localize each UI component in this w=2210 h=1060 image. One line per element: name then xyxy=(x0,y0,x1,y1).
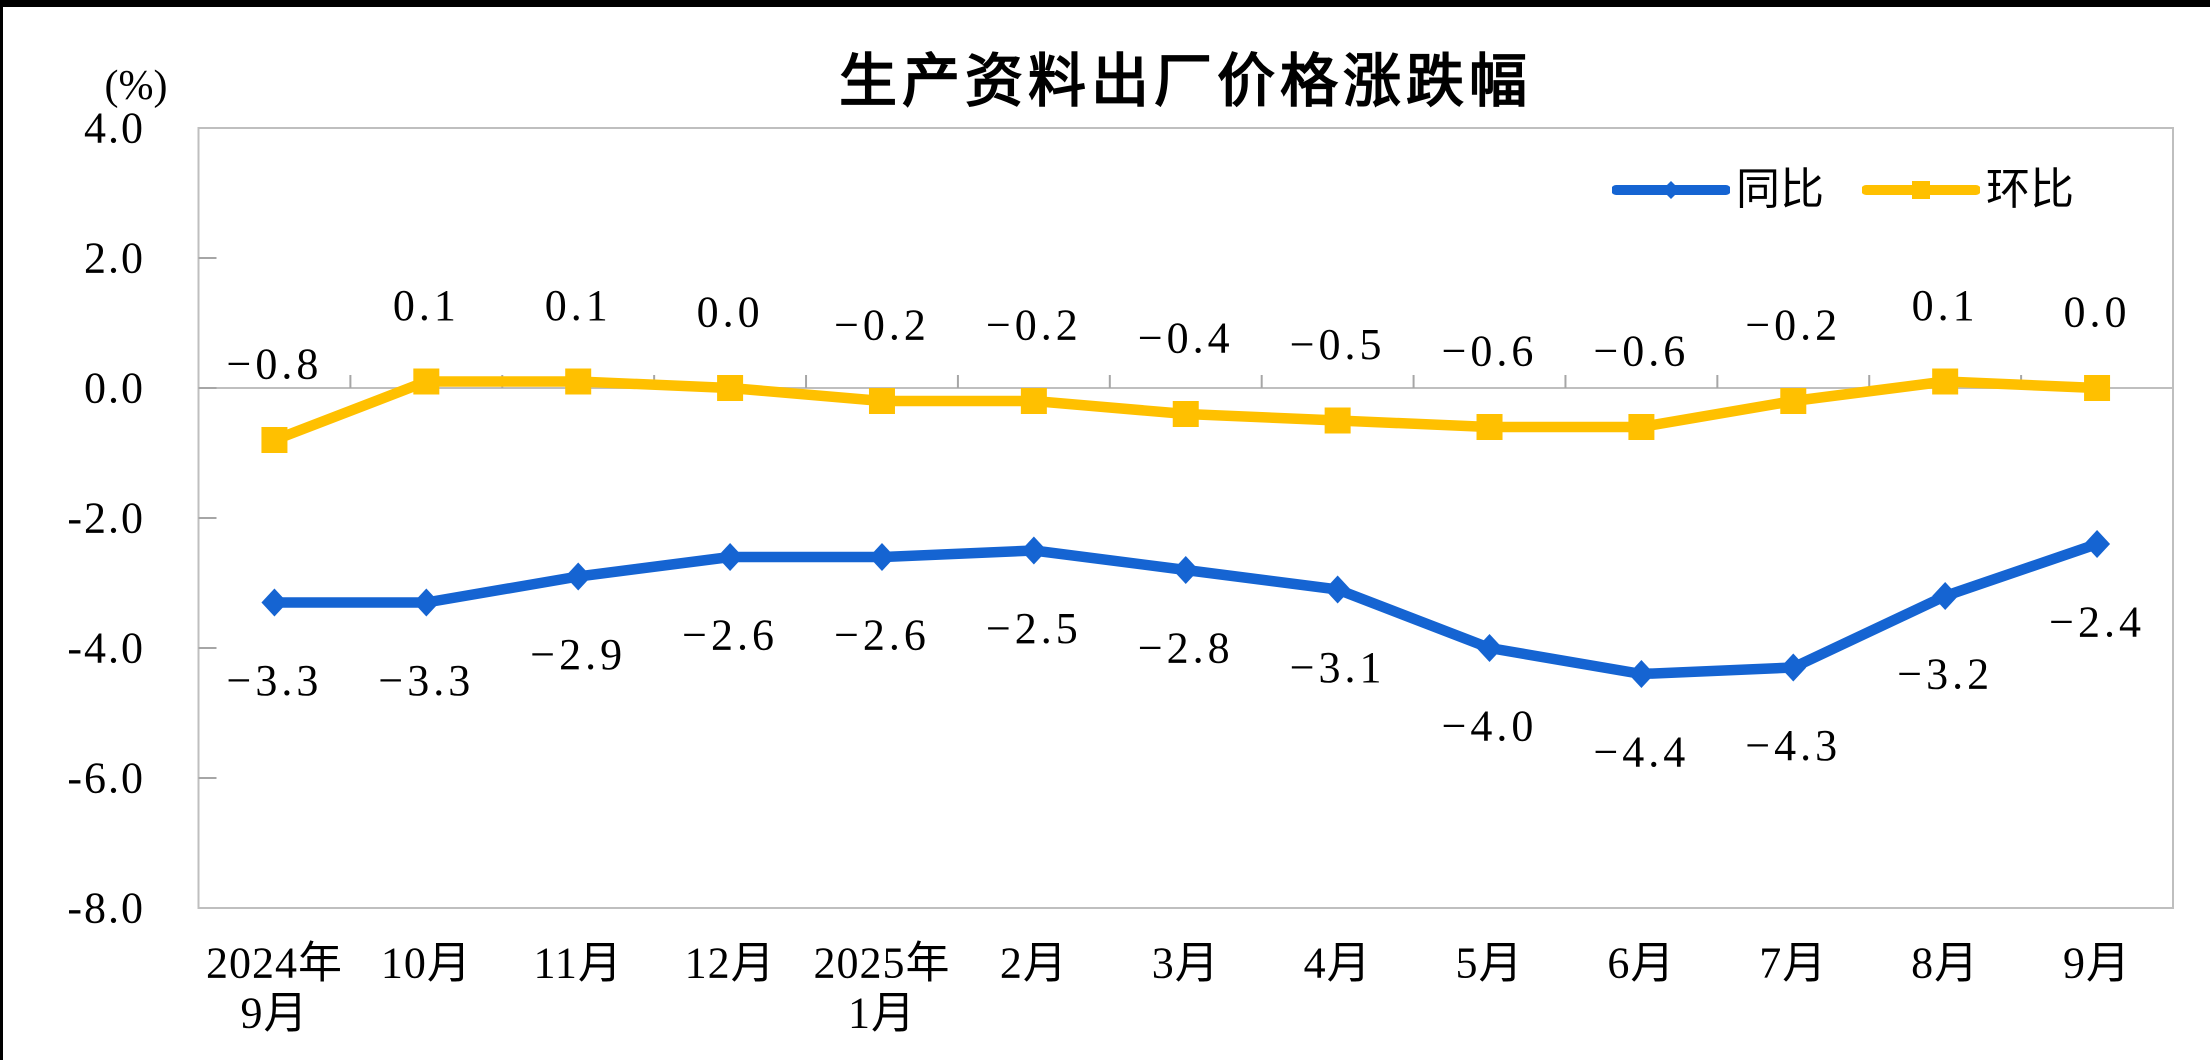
top-border-bar xyxy=(0,0,2210,7)
square-marker-mom xyxy=(1020,388,1047,414)
square-marker-mom xyxy=(1324,407,1351,434)
data-label-yoy: −2.8 xyxy=(1138,624,1234,673)
square-marker-mom xyxy=(413,368,440,395)
x-axis-label: 4月 xyxy=(1304,939,1372,988)
y-axis-tick-label: -4.0 xyxy=(67,624,145,673)
diamond-marker-yoy xyxy=(1476,634,1503,662)
square-marker-mom xyxy=(868,388,895,414)
diamond-marker-yoy xyxy=(1628,660,1655,688)
legend-sample-yoy xyxy=(1612,181,1730,199)
x-axis-label: 8月 xyxy=(1911,939,1979,988)
series-mom: −0.8 0.1 0.1 0.0 −0.2 −0.2 −0.4 −0.5 −0.6 −0.6 −0.… xyxy=(227,281,2131,453)
x-axis-label: 9月 xyxy=(240,989,308,1038)
square-marker-mom xyxy=(1780,388,1807,414)
square-marker-mom xyxy=(565,368,592,395)
data-label-yoy: −4.4 xyxy=(1593,728,1689,777)
square-marker-mom xyxy=(1628,414,1655,440)
diamond-marker-yoy xyxy=(1324,575,1351,604)
y-axis-tick-label: 0.0 xyxy=(84,364,145,413)
x-axis-label: 7月 xyxy=(1759,939,1827,988)
chart-title: 生产资料出厂价格涨跌幅 xyxy=(838,49,1532,114)
data-label-mom: −0.2 xyxy=(834,301,930,350)
data-label-yoy: −2.6 xyxy=(682,611,778,660)
data-label-yoy: −2.9 xyxy=(530,630,626,679)
data-label-mom: 0.1 xyxy=(1912,281,1979,330)
data-label-mom: −0.5 xyxy=(1290,320,1386,369)
y-axis-tick-label: -8.0 xyxy=(67,884,145,933)
x-axis-label: 3月 xyxy=(1152,939,1220,988)
y-axis-tick-label: 2.0 xyxy=(84,234,145,283)
data-label-yoy: −3.1 xyxy=(1290,643,1386,692)
diamond-marker-yoy xyxy=(1780,653,1807,682)
data-label-mom: −0.2 xyxy=(1745,301,1841,350)
left-border-bar xyxy=(0,0,3,1060)
diamond-marker-yoy xyxy=(413,588,440,617)
diamond-marker-yoy xyxy=(1932,582,1959,610)
y-axis-tick-label: 4.0 xyxy=(84,104,145,153)
square-marker-mom xyxy=(717,375,744,401)
square-marker-mom xyxy=(2084,375,2111,401)
data-label-yoy: −3.3 xyxy=(227,656,323,705)
legend-item-yoy: 同比 xyxy=(1612,168,1824,212)
y-axis-tick-label: -6.0 xyxy=(67,754,145,803)
data-label-mom: 0.0 xyxy=(2064,288,2131,337)
square-marker-mom xyxy=(261,427,288,453)
chart-legend: 同比 环比 xyxy=(1612,168,2074,212)
square-marker-mom xyxy=(1172,401,1199,427)
diamond-marker-yoy xyxy=(2084,530,2111,558)
diamond-marker-yoy xyxy=(868,543,895,571)
x-axis-label: 10月 xyxy=(381,939,472,988)
diamond-marker-yoy xyxy=(717,543,744,571)
legend-sample-mom xyxy=(1862,181,1980,199)
x-axis-label: 1月 xyxy=(848,989,916,1038)
x-axis-label: 6月 xyxy=(1607,939,1675,988)
y-axis-tick-label: -2.0 xyxy=(67,494,145,543)
data-label-mom: −0.4 xyxy=(1138,314,1234,363)
data-label-yoy: −4.3 xyxy=(1745,721,1841,770)
data-label-mom: −0.6 xyxy=(1442,327,1538,376)
data-label-yoy: −2.6 xyxy=(834,611,930,660)
data-label-mom: 0.1 xyxy=(545,281,612,330)
x-axis-label: 5月 xyxy=(1456,939,1524,988)
data-label-mom: −0.6 xyxy=(1593,327,1689,376)
data-label-yoy: −2.4 xyxy=(2049,598,2145,647)
square-marker-mom xyxy=(1476,414,1503,440)
data-label-yoy: −3.3 xyxy=(378,656,474,705)
square-marker-mom xyxy=(1932,368,1959,395)
x-axis-label: 2月 xyxy=(1000,939,1068,988)
y-axis-unit-label: (%) xyxy=(105,63,168,109)
diamond-marker-yoy xyxy=(565,562,592,591)
data-label-yoy: −3.2 xyxy=(1897,650,1993,699)
data-label-mom: 0.1 xyxy=(393,281,460,330)
x-axis-label: 2024年 xyxy=(206,939,343,988)
data-label-mom: −0.8 xyxy=(227,340,323,389)
legend-marker-yoy xyxy=(1662,181,1680,199)
legend-marker-mom xyxy=(1912,181,1930,199)
series-yoy: −3.3 −3.3 −2.9 −2.6 −2.6 −2.5 −2.8 −3.1 −4.0 −4.4… xyxy=(227,530,2145,777)
plot-border xyxy=(197,127,2174,909)
x-axis-label: 12月 xyxy=(685,939,776,988)
diamond-marker-yoy xyxy=(1172,556,1199,584)
diamond-marker-yoy xyxy=(261,588,288,617)
diamond-marker-yoy xyxy=(1020,536,1047,565)
data-label-mom: −0.2 xyxy=(986,301,1082,350)
data-label-yoy: −2.5 xyxy=(986,604,1082,653)
legend-item-mom: 环比 xyxy=(1862,168,2074,212)
legend-label-mom: 环比 xyxy=(1986,165,2074,214)
x-axis-label: 2025年 xyxy=(813,939,950,988)
data-label-yoy: −4.0 xyxy=(1442,702,1538,751)
legend-label-yoy: 同比 xyxy=(1736,165,1824,214)
x-axis-label: 9月 xyxy=(2063,939,2131,988)
x-axis-label: 11月 xyxy=(534,939,623,988)
data-label-mom: 0.0 xyxy=(697,288,764,337)
